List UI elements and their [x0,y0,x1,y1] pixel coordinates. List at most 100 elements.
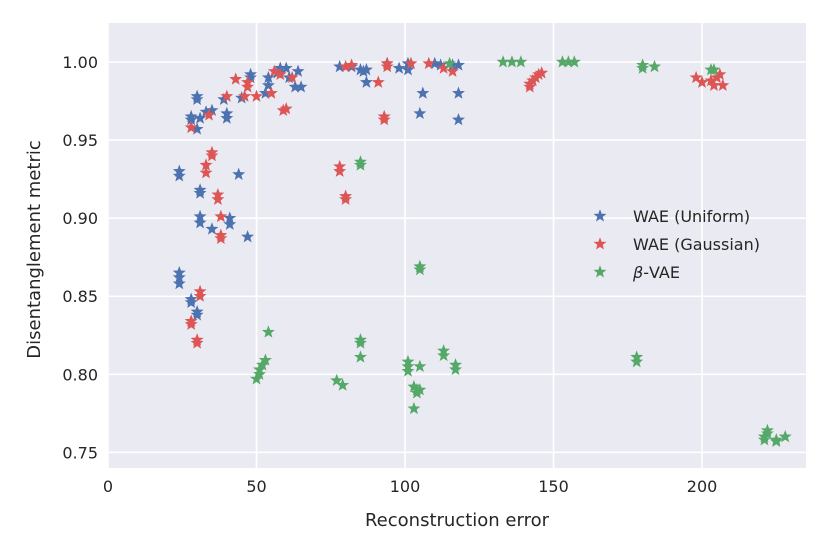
data-point [392,61,406,74]
data-point [413,383,427,396]
data-point [267,64,281,77]
data-point [241,230,255,243]
data-point [223,217,237,230]
data-point [184,120,198,134]
data-point [199,158,213,171]
data-point [401,364,415,377]
data-point [333,164,347,177]
x-tick-label: 50 [246,477,266,496]
data-point [232,167,246,180]
data-point [244,70,258,84]
data-point [437,348,451,362]
y-tick-label: 0.80 [62,365,98,384]
y-tick-label: 1.00 [62,53,98,72]
data-point [172,169,186,182]
series--vae [250,55,792,447]
data-point [446,58,460,71]
data-point [778,429,792,443]
data-point [713,67,727,81]
data-point [199,105,213,118]
data-point [434,58,448,71]
x-tick-label: 200 [687,477,718,496]
data-point [567,55,581,68]
data-point [437,61,451,74]
y-tick-label: 0.90 [62,209,98,228]
data-point [333,59,347,73]
data-point [214,231,228,244]
data-point [716,78,730,91]
data-point [760,426,774,440]
data-point [377,113,391,126]
data-point [371,75,385,88]
y-tick-label: 0.95 [62,131,98,150]
y-tick-label: 0.85 [62,287,98,306]
y-axis-label: Disentanglement metric [24,140,45,358]
data-point [452,113,465,126]
data-point [636,61,650,74]
data-point [505,55,519,68]
data-point [769,434,783,447]
data-point [422,56,436,70]
data-point [413,262,427,276]
data-point [413,106,427,120]
data-point [407,380,421,393]
data-points [172,55,792,447]
data-point [193,111,207,124]
data-point [261,70,275,84]
data-point [345,58,359,71]
data-point [223,211,237,224]
data-point [190,333,204,346]
data-point [707,63,721,76]
data-point [757,433,771,446]
data-point [258,353,272,366]
data-point [446,64,460,77]
data-point [695,75,709,88]
data-point [535,66,549,79]
data-point [354,350,367,363]
data-point [238,89,252,102]
data-point [190,92,204,106]
data-point [407,401,421,415]
data-point [273,61,287,74]
data-point [443,56,457,70]
data-point [413,359,427,373]
data-point [561,55,575,68]
data-point [339,192,353,205]
data-point [707,78,721,91]
data-point [452,58,465,71]
data-point [356,64,370,77]
legend-marker [593,265,607,278]
data-point [220,111,234,124]
data-point [428,56,442,70]
data-point [235,91,249,104]
data-point [241,80,255,93]
data-point [285,70,299,84]
data-point [184,314,198,327]
data-point [193,289,207,302]
data-point [449,362,462,376]
data-point [273,67,287,81]
legend-label: β-VAE [632,263,680,282]
data-point [648,59,661,73]
data-point [496,55,510,68]
data-point [229,72,243,85]
data-point [172,276,186,290]
legend-label-part: β [632,263,643,282]
legend: WAE (Uniform) WAE (Gaussian) β-VAE [593,207,760,282]
y-axis-ticks: 0.75 0.80 0.85 0.90 0.95 1.00 [62,53,98,462]
data-point [199,166,213,179]
data-point [190,308,204,321]
x-tick-label: 100 [390,477,421,496]
data-point [532,67,546,81]
legend-label-part: -VAE [643,263,680,282]
data-point [359,63,373,76]
legend-label: WAE (Uniform) [633,207,750,226]
data-point [416,86,430,99]
data-point [279,61,293,74]
data-point [288,80,302,93]
data-point [704,73,718,87]
data-point [380,59,394,73]
data-point [214,209,228,223]
legend-label-part: WAE (Uniform) [633,207,750,226]
